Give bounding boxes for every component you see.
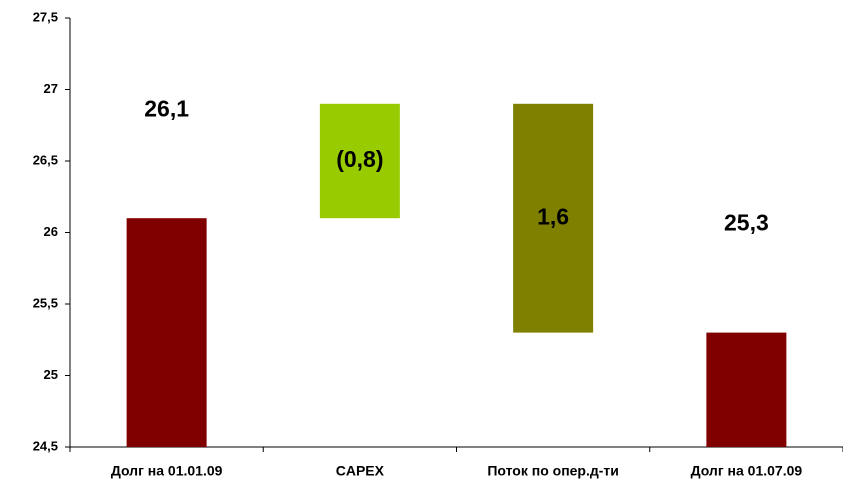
y-tick-label: 25 xyxy=(44,367,58,382)
y-tick-label: 24,5 xyxy=(33,438,58,453)
y-tick-label: 26 xyxy=(44,224,58,239)
data-label: 25,3 xyxy=(724,210,769,236)
data-label: (0,8) xyxy=(336,146,383,172)
bar xyxy=(513,103,594,333)
y-tick-label: 27,5 xyxy=(33,9,58,24)
x-tick-label: CAPEX xyxy=(336,463,385,479)
data-label: 26,1 xyxy=(144,95,189,121)
bar xyxy=(706,332,787,447)
x-tick-label: Долг на 01.07.09 xyxy=(691,463,803,479)
bar xyxy=(126,218,207,447)
data-label: 1,6 xyxy=(537,203,569,229)
x-tick-label: Поток по опер.д-ти xyxy=(487,463,619,479)
y-tick-label: 27 xyxy=(44,81,58,96)
x-tick-label: Долг на 01.01.09 xyxy=(111,463,223,479)
bar xyxy=(319,103,400,219)
y-tick-label: 25,5 xyxy=(33,295,58,310)
y-tick-label: 26,5 xyxy=(33,152,58,167)
